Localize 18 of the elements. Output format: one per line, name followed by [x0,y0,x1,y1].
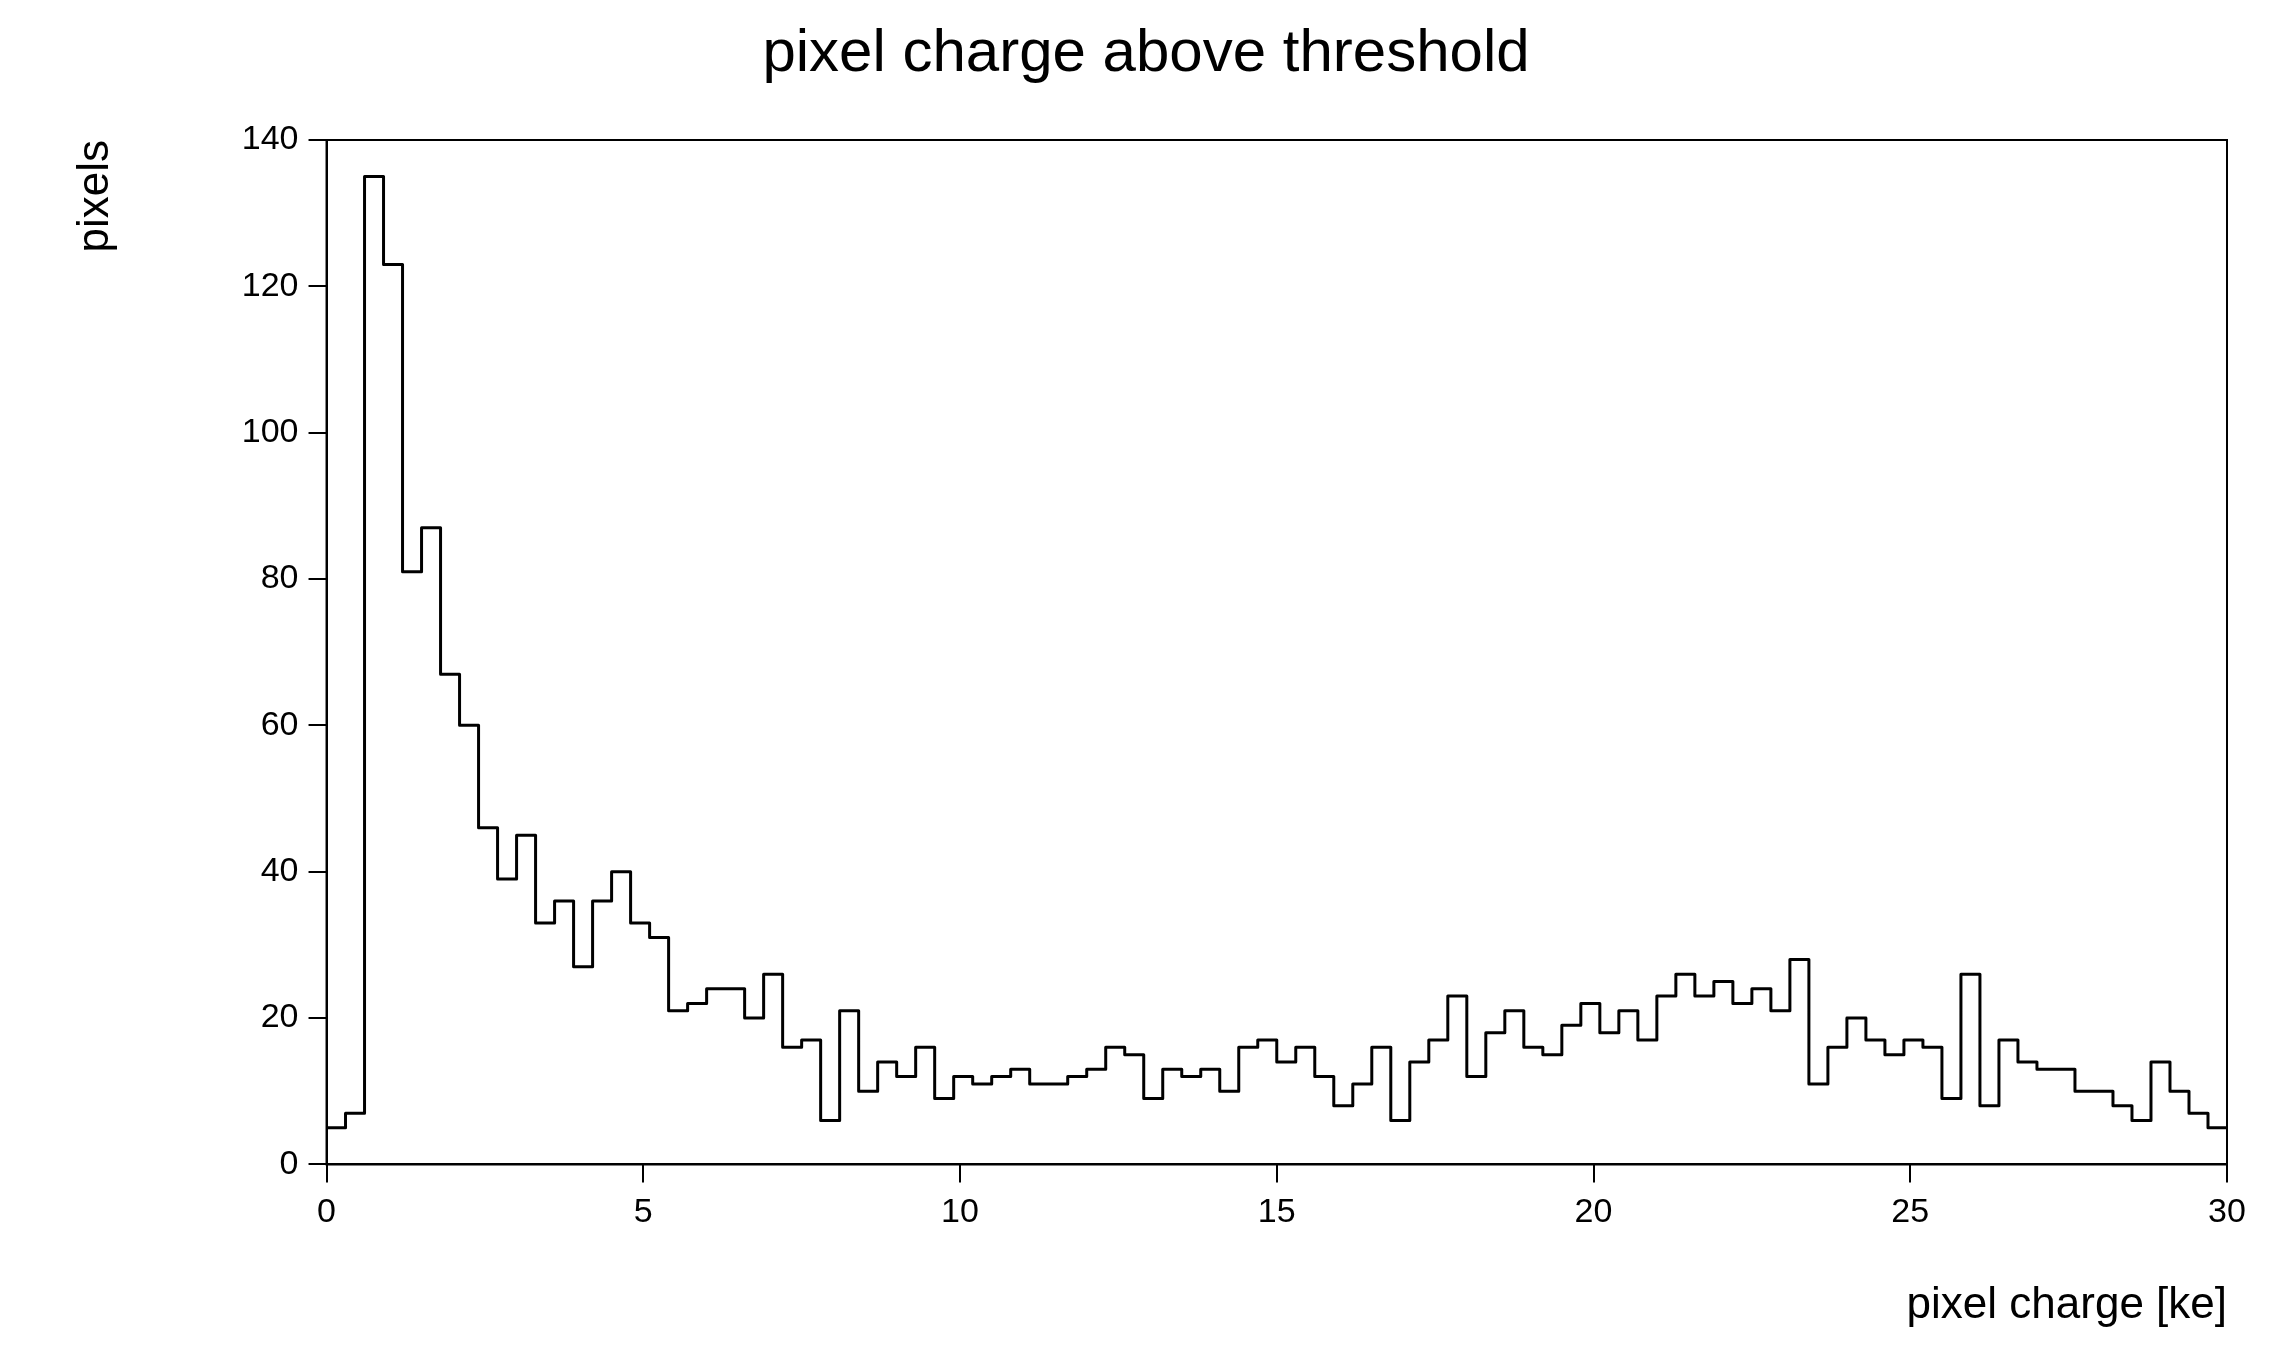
x-tick-label: 15 [1257,1191,1296,1230]
y-tick-label: 80 [260,557,299,596]
y-tick-label: 100 [241,411,299,450]
y-tick-label: 60 [260,703,299,742]
y-tick-label: 120 [241,264,299,303]
x-tick-label: 25 [1891,1191,1930,1230]
chart-title: pixel charge above threshold [762,16,1530,84]
y-tick-label: 140 [241,118,299,157]
y-tick-label: 20 [260,996,299,1035]
x-axis-title: pixel charge [ke] [1906,1277,2227,1327]
y-tick-label: 0 [279,1142,299,1181]
x-tick-label: 0 [317,1191,336,1230]
x-tick-label: 5 [633,1191,653,1230]
x-tick-label: 20 [1574,1191,1613,1230]
x-tick-label: 30 [2208,1191,2246,1230]
y-axis-title: pixels [67,140,117,253]
x-tick-label: 10 [941,1191,979,1230]
y-tick-label: 40 [260,850,299,889]
